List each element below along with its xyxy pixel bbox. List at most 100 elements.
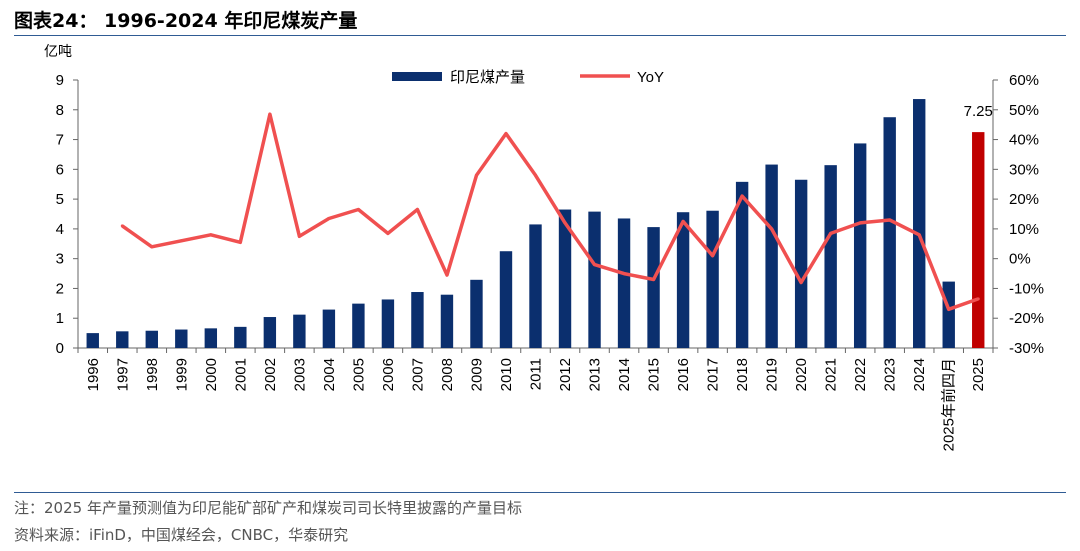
bar-2012	[558, 209, 572, 348]
x-tick-label: 2001	[232, 358, 249, 391]
yoy-point-1997	[120, 224, 124, 228]
y-tick-label: 9	[56, 72, 64, 89]
y-tick-label: 6	[56, 161, 64, 178]
legend-bar-label: 印尼煤产量	[450, 69, 525, 86]
y-tick-label: 2	[56, 280, 64, 297]
legend-line-label: YoY	[637, 69, 664, 86]
chart: 0 1 2 3 4 5 6 7 8 9 -30% -20% -10% 0% 10% 20% 30% 40% 50% 6…	[44, 43, 1044, 451]
footnote: 注：2025 年产量预测值为印尼能矿部矿产和煤炭司司长特里披露的产量目标	[14, 499, 522, 517]
x-tick-label: 2009	[468, 358, 485, 391]
yoy-point-2024	[917, 233, 921, 237]
bar-2017	[706, 210, 719, 348]
x-tick-label: 1999	[173, 358, 190, 391]
y-tick-label: 1	[56, 310, 64, 327]
yoy-point-2009	[474, 173, 478, 177]
yoy-point-2008	[445, 273, 449, 277]
bar-1999	[175, 329, 188, 348]
bar-2016	[676, 212, 690, 348]
x-tick-label: 2011	[528, 358, 545, 390]
bar-2015	[647, 227, 660, 348]
x-tick-label: 2025	[970, 358, 987, 391]
yoy-point-2002	[268, 112, 272, 116]
legend-bar-swatch	[392, 72, 442, 81]
yoy-point-2006	[386, 231, 390, 235]
x-tick-label: 1997	[114, 358, 131, 391]
x-tick-label: 2006	[380, 358, 397, 391]
bar-2000	[204, 328, 218, 348]
x-tick-label: 2010	[498, 358, 515, 391]
x-tick-label: 2017	[705, 358, 722, 391]
bar-2025	[972, 132, 985, 348]
x-tick-label: 2020	[793, 358, 810, 391]
x-tick-label: 2021	[823, 358, 840, 391]
x-tick-label: 1998	[144, 358, 161, 391]
yoy-line-series	[120, 112, 980, 312]
yoy-point-2005	[356, 208, 360, 212]
yoy-point-2023	[888, 218, 892, 222]
x-tick-label: 2022	[852, 358, 869, 391]
data-label-2025: 7.25	[964, 103, 993, 120]
bar-2011	[529, 224, 542, 348]
yoy-point-2020	[799, 280, 803, 284]
yoy-point-2001	[238, 240, 242, 244]
bar-2019	[765, 164, 778, 348]
bar-2022	[853, 143, 867, 348]
yoy-point-1998	[150, 245, 154, 249]
y-tick-label: 8	[56, 102, 64, 119]
yoy-point-2025	[976, 297, 980, 301]
bar-2025年前四月	[942, 281, 955, 348]
y-tick-label: 5	[56, 191, 64, 208]
yoy-point-2004	[327, 216, 331, 220]
x-tick-label: 2014	[616, 358, 633, 391]
yoy-point-2022	[858, 221, 862, 225]
x-tick-label: 2013	[587, 358, 604, 391]
y-tick-label: 3	[56, 251, 64, 268]
yoy-point-2025年前四月	[947, 307, 951, 311]
yoy-point-2018	[740, 194, 744, 198]
y2-tick-label: -10%	[1009, 280, 1044, 297]
yoy-point-2007	[415, 208, 419, 212]
bar-1998	[145, 330, 158, 348]
y2-tick-label: 20%	[1009, 191, 1039, 208]
y2-tick-label: 40%	[1009, 132, 1039, 149]
yoy-point-2015	[652, 278, 656, 282]
bar-2009	[470, 279, 483, 348]
x-tick-label: 2002	[262, 358, 279, 391]
y2-tick-label: 50%	[1009, 102, 1039, 119]
yoy-point-2010	[504, 132, 508, 136]
x-tick-label: 2024	[911, 358, 928, 391]
page-title: 图表24： 1996-2024 年印尼煤炭产量	[14, 10, 358, 32]
y-tick-label: 7	[56, 132, 64, 149]
y2-tick-label: 10%	[1009, 221, 1039, 238]
y2-tick-label: -30%	[1009, 340, 1044, 357]
bottom-divider	[14, 492, 1066, 493]
bar-2024	[913, 99, 926, 349]
bar-series	[86, 99, 985, 349]
y2-tick-label: 60%	[1009, 72, 1039, 89]
bar-1997	[116, 331, 129, 348]
bar-2021	[824, 165, 837, 348]
x-tick-label: 2005	[350, 358, 367, 391]
x-tick-label: 2003	[291, 358, 308, 391]
x-tick-label: 2000	[203, 358, 220, 391]
x-tick-label: 2016	[675, 358, 692, 391]
bar-2018	[735, 181, 749, 348]
bar-2013	[588, 211, 601, 348]
yoy-point-2014	[622, 272, 626, 276]
y-axis-label: 亿吨	[44, 43, 72, 59]
bar-2023	[883, 117, 896, 348]
x-tick-label: 2025年前四月	[941, 358, 958, 451]
legend: 印尼煤产量 YoY	[392, 69, 664, 86]
yoy-point-2013	[593, 263, 597, 267]
x-tick-label: 2007	[409, 358, 426, 391]
bar-2005	[352, 303, 365, 348]
x-tick-label: 2004	[321, 358, 338, 391]
bar-2014	[617, 218, 631, 348]
yoy-line	[121, 112, 979, 312]
yoy-point-2000	[209, 233, 213, 237]
bar-2008	[440, 294, 454, 348]
bar-2010	[499, 251, 513, 348]
yoy-point-2021	[829, 231, 833, 235]
bar-2002	[263, 317, 277, 348]
bar-2006	[381, 299, 395, 348]
